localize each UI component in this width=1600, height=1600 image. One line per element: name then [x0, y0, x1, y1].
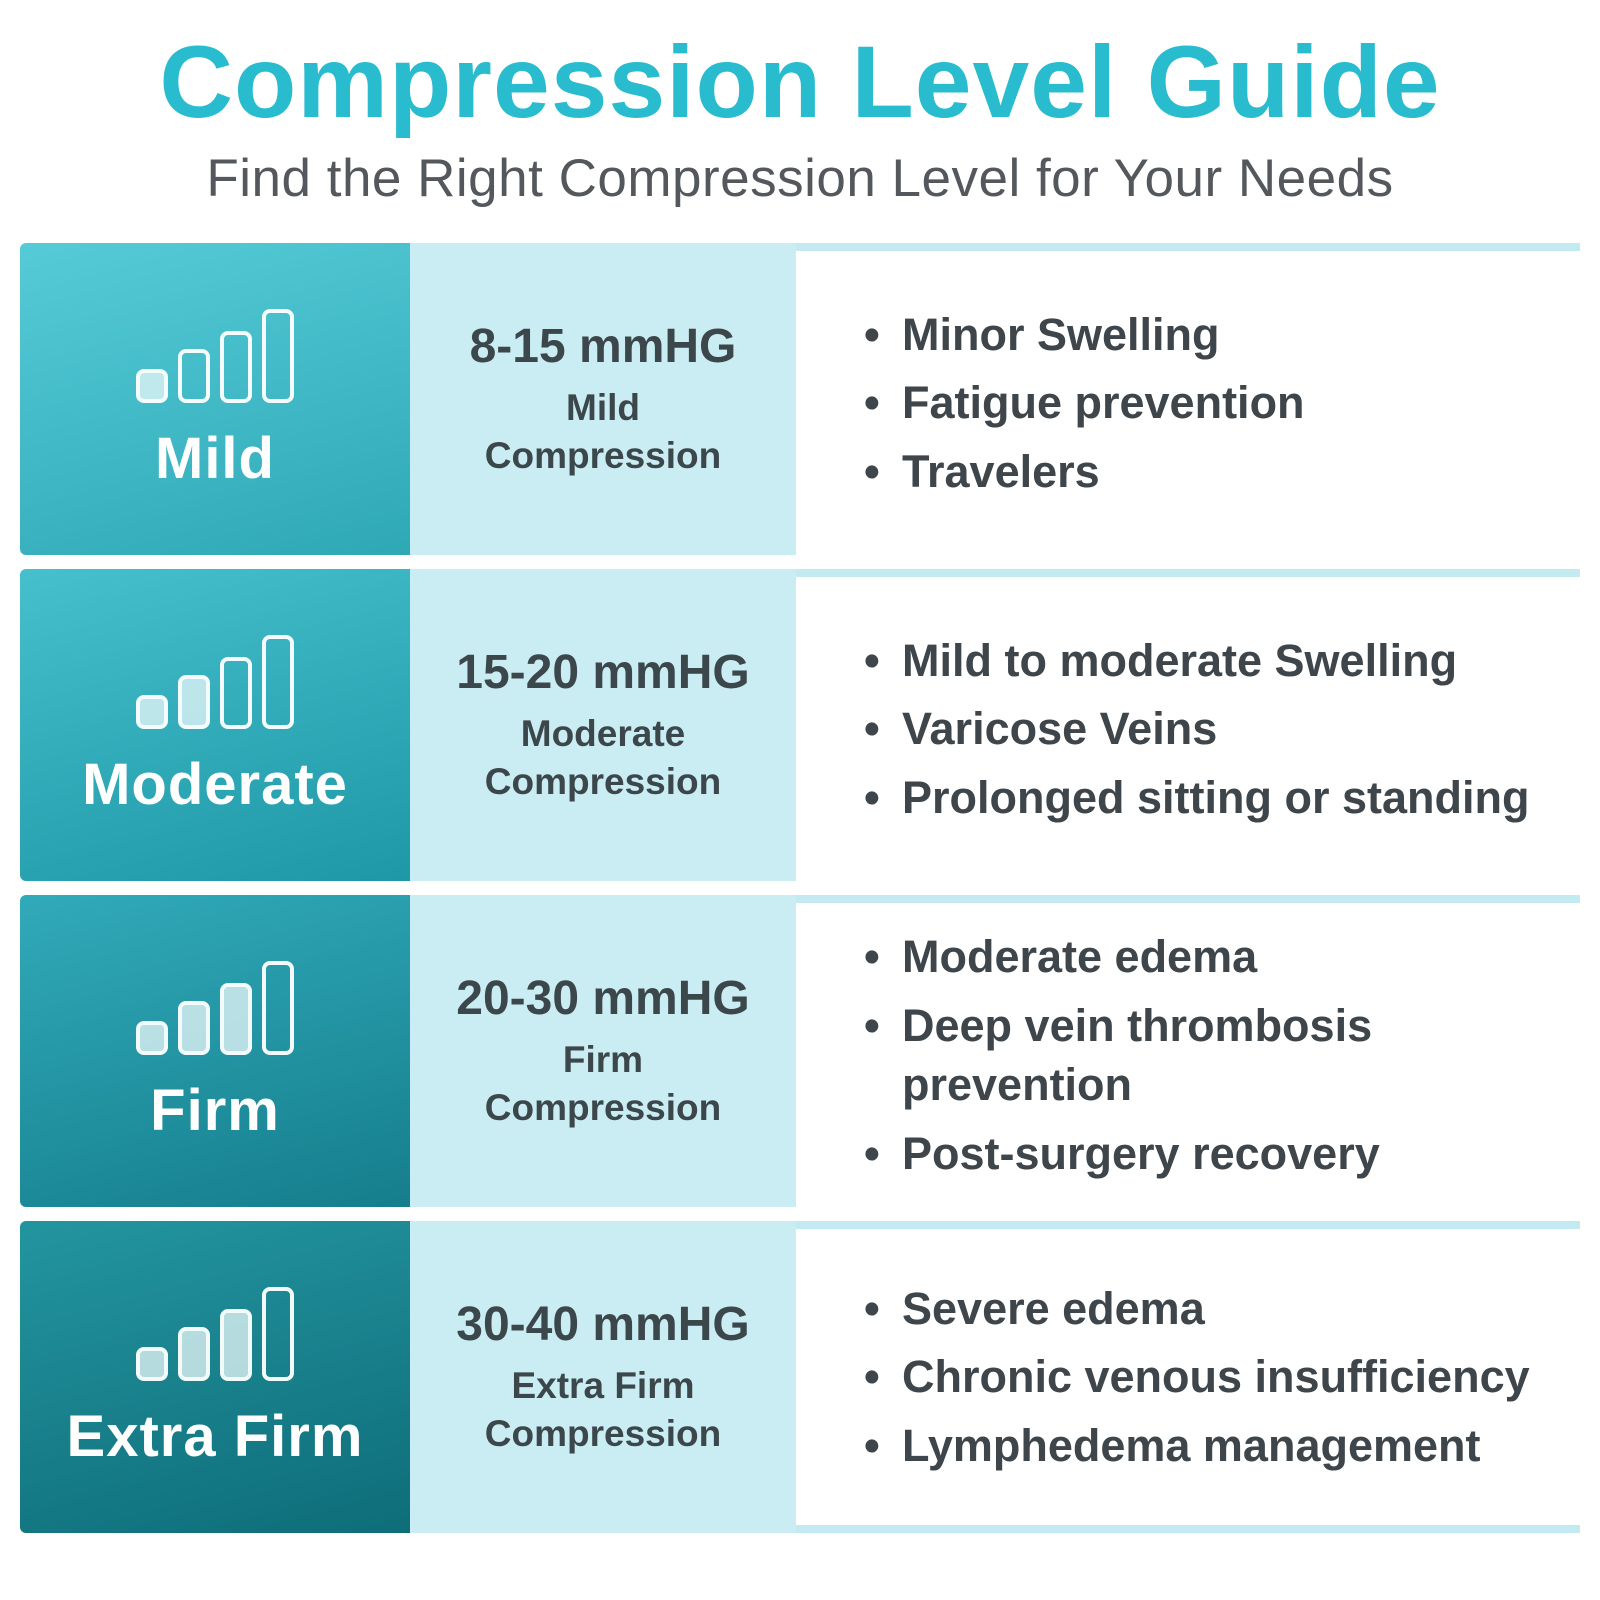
signal-bars-icon	[136, 959, 294, 1055]
level-cell-moderate: Moderate	[20, 569, 410, 882]
signal-bar	[136, 1020, 168, 1055]
signal-bar	[178, 1326, 210, 1381]
page-subtitle: Find the Right Compression Level for You…	[206, 149, 1394, 209]
signal-bar	[178, 1000, 210, 1055]
range-type-line1: Firm	[562, 1038, 644, 1080]
level-name: Mild	[155, 425, 275, 491]
table-row-extra-firm: Extra Firm 30-40 mmHG Extra Firm Compres…	[20, 1221, 1580, 1534]
range-cell-moderate: 15-20 mmHG Moderate Compression	[410, 569, 796, 882]
signal-bars-icon	[136, 1285, 294, 1381]
list-item: Mild to moderate Swelling	[858, 631, 1560, 691]
level-cell-firm: Firm	[20, 895, 410, 1208]
level-cell-mild: Mild	[20, 243, 410, 556]
list-item: Chronic venous insufficiency	[858, 1347, 1560, 1407]
range-type-line2: Compression	[484, 760, 722, 802]
level-name: Extra Firm	[66, 1403, 364, 1469]
uses-list: Minor Swelling Fatigue prevention Travel…	[858, 296, 1560, 510]
range-type-line2: Compression	[484, 434, 722, 476]
list-item: Deep vein thrombosis prevention	[858, 996, 1560, 1115]
range-type-line1: Extra Firm	[511, 1364, 695, 1406]
list-item: Moderate edema	[858, 927, 1560, 987]
list-item: Post-surgery recovery	[858, 1124, 1560, 1184]
signal-bar	[178, 348, 210, 403]
uses-list: Severe edema Chronic venous insufficienc…	[858, 1270, 1560, 1484]
signal-bar	[220, 982, 252, 1055]
list-item: Severe edema	[858, 1279, 1560, 1339]
signal-bar	[136, 1346, 168, 1381]
level-name: Moderate	[82, 751, 348, 817]
signal-bar	[220, 330, 252, 403]
range-type-line2: Compression	[484, 1086, 722, 1128]
signal-bar	[262, 960, 294, 1055]
compression-table: Mild 8-15 mmHG Mild Compression Minor Sw…	[20, 243, 1580, 1534]
list-item: Varicose Veins	[858, 699, 1560, 759]
signal-bar	[220, 656, 252, 729]
header: Compression Level Guide Find the Right C…	[0, 0, 1600, 209]
list-item: Fatigue prevention	[858, 373, 1560, 433]
range-cell-mild: 8-15 mmHG Mild Compression	[410, 243, 796, 556]
uses-list: Moderate edema Deep vein thrombosis prev…	[858, 918, 1560, 1192]
uses-cell-moderate: Mild to moderate Swelling Varicose Veins…	[796, 569, 1580, 882]
list-item: Minor Swelling	[858, 305, 1560, 365]
signal-bars-icon	[136, 633, 294, 729]
range-value: 20-30 mmHG	[456, 971, 750, 1025]
range-cell-firm: 20-30 mmHG Firm Compression	[410, 895, 796, 1208]
range-cell-extra-firm: 30-40 mmHG Extra Firm Compression	[410, 1221, 796, 1534]
signal-bar	[262, 634, 294, 729]
range-type-line1: Mild	[566, 386, 640, 428]
range-type-line1: Moderate	[520, 712, 686, 754]
list-item: Prolonged sitting or standing	[858, 768, 1560, 828]
signal-bar	[262, 1286, 294, 1381]
level-name: Firm	[150, 1077, 280, 1143]
signal-bar	[220, 1308, 252, 1381]
uses-cell-mild: Minor Swelling Fatigue prevention Travel…	[796, 243, 1580, 556]
signal-bar	[136, 368, 168, 403]
list-item: Lymphedema management	[858, 1416, 1560, 1476]
uses-list: Mild to moderate Swelling Varicose Veins…	[858, 622, 1560, 836]
signal-bar	[178, 674, 210, 729]
table-row-firm: Firm 20-30 mmHG Firm Compression Moderat…	[20, 895, 1580, 1208]
signal-bar	[136, 694, 168, 729]
list-item: Travelers	[858, 442, 1560, 502]
range-value: 8-15 mmHG	[469, 319, 737, 373]
table-row-moderate: Moderate 15-20 mmHG Moderate Compression…	[20, 569, 1580, 882]
level-cell-extra-firm: Extra Firm	[20, 1221, 410, 1534]
range-value: 30-40 mmHG	[456, 1297, 750, 1351]
uses-cell-firm: Moderate edema Deep vein thrombosis prev…	[796, 895, 1580, 1208]
page-title: Compression Level Guide	[159, 25, 1441, 139]
range-type-line2: Compression	[484, 1412, 722, 1454]
signal-bar	[262, 308, 294, 403]
range-value: 15-20 mmHG	[456, 645, 750, 699]
uses-cell-extra-firm: Severe edema Chronic venous insufficienc…	[796, 1221, 1580, 1534]
signal-bars-icon	[136, 307, 294, 403]
table-row-mild: Mild 8-15 mmHG Mild Compression Minor Sw…	[20, 243, 1580, 556]
